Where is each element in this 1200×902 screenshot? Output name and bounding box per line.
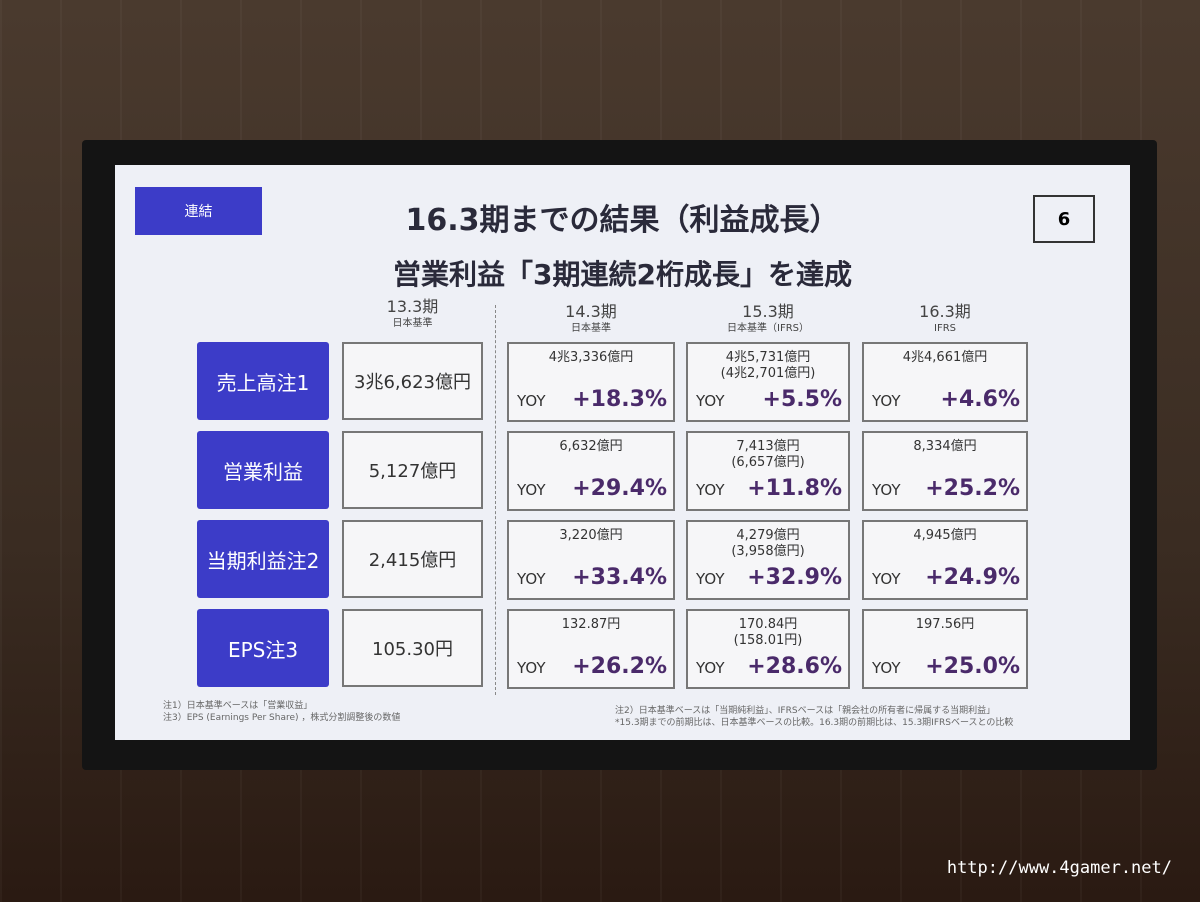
note-1: 注1）日本基準ベースは「営業収益」	[163, 701, 313, 711]
yoy: YOY +24.9%	[872, 565, 1020, 590]
value: 4兆4,661億円	[902, 350, 988, 365]
slide-title: 16.3期までの結果（利益成長）	[405, 203, 840, 238]
value-cell: 8,334億円 YOY +25.2%	[862, 431, 1028, 511]
base-value-cell: 105.30円	[342, 609, 483, 687]
column-header: 15.3期日本基準（IFRS）	[686, 303, 850, 337]
note-2: 注2）日本基準ベースは「当期純利益」、IFRSベースは「親会社の所有者に帰属する…	[615, 706, 996, 716]
basis: IFRS	[934, 323, 956, 334]
yoy-label: YOY	[696, 659, 725, 677]
value-cell: 4,279億円 (3,958億円) YOY +32.9%	[686, 520, 850, 600]
value-cell: 6,632億円 YOY +29.4%	[507, 431, 675, 511]
yoy: YOY +32.9%	[696, 565, 842, 590]
yoy: YOY +4.6%	[872, 387, 1020, 412]
value: 3,220億円	[559, 528, 623, 543]
yoy: YOY +28.6%	[696, 654, 842, 679]
slide-subtitle: 営業利益「3期連続2桁成長」を達成	[393, 258, 852, 291]
value-cell: 4兆5,731億円 (4兆2,701億円) YOY +5.5%	[686, 342, 850, 422]
value: 4,279億円 (3,958億円)	[731, 528, 805, 559]
yoy-value: +25.2%	[925, 476, 1020, 501]
row-label: EPS注3	[197, 609, 329, 687]
note-3: 注3）EPS (Earnings Per Share) ，株式分割調整後の数値	[163, 713, 401, 723]
yoy-label: YOY	[696, 481, 725, 499]
yoy: YOY +18.3%	[517, 387, 667, 412]
yoy-value: +29.4%	[572, 476, 667, 501]
yoy-value: +26.2%	[572, 654, 667, 679]
value-cell: 4,945億円 YOY +24.9%	[862, 520, 1028, 600]
yoy-label: YOY	[872, 392, 901, 410]
yoy-value: +33.4%	[572, 565, 667, 590]
notes-left: 注1）日本基準ベースは「営業収益」 注3）EPS (Earnings Per S…	[163, 700, 400, 724]
value: 8,334億円	[913, 439, 977, 454]
yoy-label: YOY	[517, 570, 546, 588]
value: 132.87円	[561, 617, 621, 632]
row-label: 売上高注1	[197, 342, 329, 420]
value: 4,945億円	[913, 528, 977, 543]
yoy-label: YOY	[517, 392, 546, 410]
notes-right: 注2）日本基準ベースは「当期純利益」、IFRSベースは「親会社の所有者に帰属する…	[615, 705, 1013, 729]
page-number: 6	[1033, 195, 1095, 243]
base-value-cell: 5,127億円	[342, 431, 483, 509]
yoy-label: YOY	[696, 570, 725, 588]
column-header: 13.3期日本基準	[342, 298, 483, 332]
yoy-label: YOY	[872, 659, 901, 677]
yoy: YOY +25.2%	[872, 476, 1020, 501]
value-cell: 4兆3,336億円 YOY +18.3%	[507, 342, 675, 422]
period: 14.3期	[565, 302, 617, 321]
slide: 連結 16.3期までの結果（利益成長） 営業利益「3期連続2桁成長」を達成 6 …	[115, 165, 1130, 740]
yoy: YOY +26.2%	[517, 654, 667, 679]
basis: 日本基準（IFRS）	[727, 323, 809, 334]
period: 16.3期	[919, 302, 971, 321]
yoy-label: YOY	[872, 570, 901, 588]
yoy-value: +4.6%	[940, 387, 1020, 412]
row-label: 当期利益注2	[197, 520, 329, 598]
basis: 日本基準	[392, 318, 433, 329]
yoy: YOY +11.8%	[696, 476, 842, 501]
yoy-label: YOY	[517, 659, 546, 677]
yoy: YOY +33.4%	[517, 565, 667, 590]
yoy-value: +24.9%	[925, 565, 1020, 590]
value: 170.84円 (158.01円)	[733, 617, 803, 648]
consolidated-tag: 連結	[135, 187, 262, 235]
yoy-label: YOY	[517, 481, 546, 499]
column-header: 14.3期日本基準	[507, 303, 675, 337]
yoy-label: YOY	[872, 481, 901, 499]
value-cell: 170.84円 (158.01円) YOY +28.6%	[686, 609, 850, 689]
yoy: YOY +25.0%	[872, 654, 1020, 679]
yoy-value: +28.6%	[747, 654, 842, 679]
watermark: http://www.4gamer.net/	[946, 858, 1172, 878]
period: 15.3期	[742, 302, 794, 321]
value: 4兆3,336億円	[548, 350, 634, 365]
value-cell: 7,413億円 (6,657億円) YOY +11.8%	[686, 431, 850, 511]
note-comparison: *15.3期までの前期比は、日本基準ベースの比較。16.3期の前期比は、15.3…	[615, 718, 1014, 728]
value: 6,632億円	[559, 439, 623, 454]
basis: 日本基準	[571, 323, 611, 334]
value: 197.56円	[915, 617, 975, 632]
yoy-value: +32.9%	[747, 565, 842, 590]
period: 13.3期	[386, 297, 439, 316]
base-value-cell: 3兆6,623億円	[342, 342, 483, 420]
value-cell: 197.56円 YOY +25.0%	[862, 609, 1028, 689]
yoy-value: +25.0%	[925, 654, 1020, 679]
divider	[495, 305, 496, 695]
value: 7,413億円 (6,657億円)	[731, 439, 805, 470]
base-value-cell: 2,415億円	[342, 520, 483, 598]
column-header: 16.3期 IFRS	[862, 303, 1028, 337]
yoy-value: +5.5%	[762, 387, 842, 412]
yoy-value: +11.8%	[747, 476, 842, 501]
row-label: 営業利益	[197, 431, 329, 509]
yoy-label: YOY	[696, 392, 725, 410]
value-cell: 132.87円 YOY +26.2%	[507, 609, 675, 689]
yoy: YOY +5.5%	[696, 387, 842, 412]
value: 4兆5,731億円 (4兆2,701億円)	[720, 350, 816, 381]
yoy: YOY +29.4%	[517, 476, 667, 501]
value-cell: 3,220億円 YOY +33.4%	[507, 520, 675, 600]
yoy-value: +18.3%	[572, 387, 667, 412]
value-cell: 4兆4,661億円 YOY +4.6%	[862, 342, 1028, 422]
